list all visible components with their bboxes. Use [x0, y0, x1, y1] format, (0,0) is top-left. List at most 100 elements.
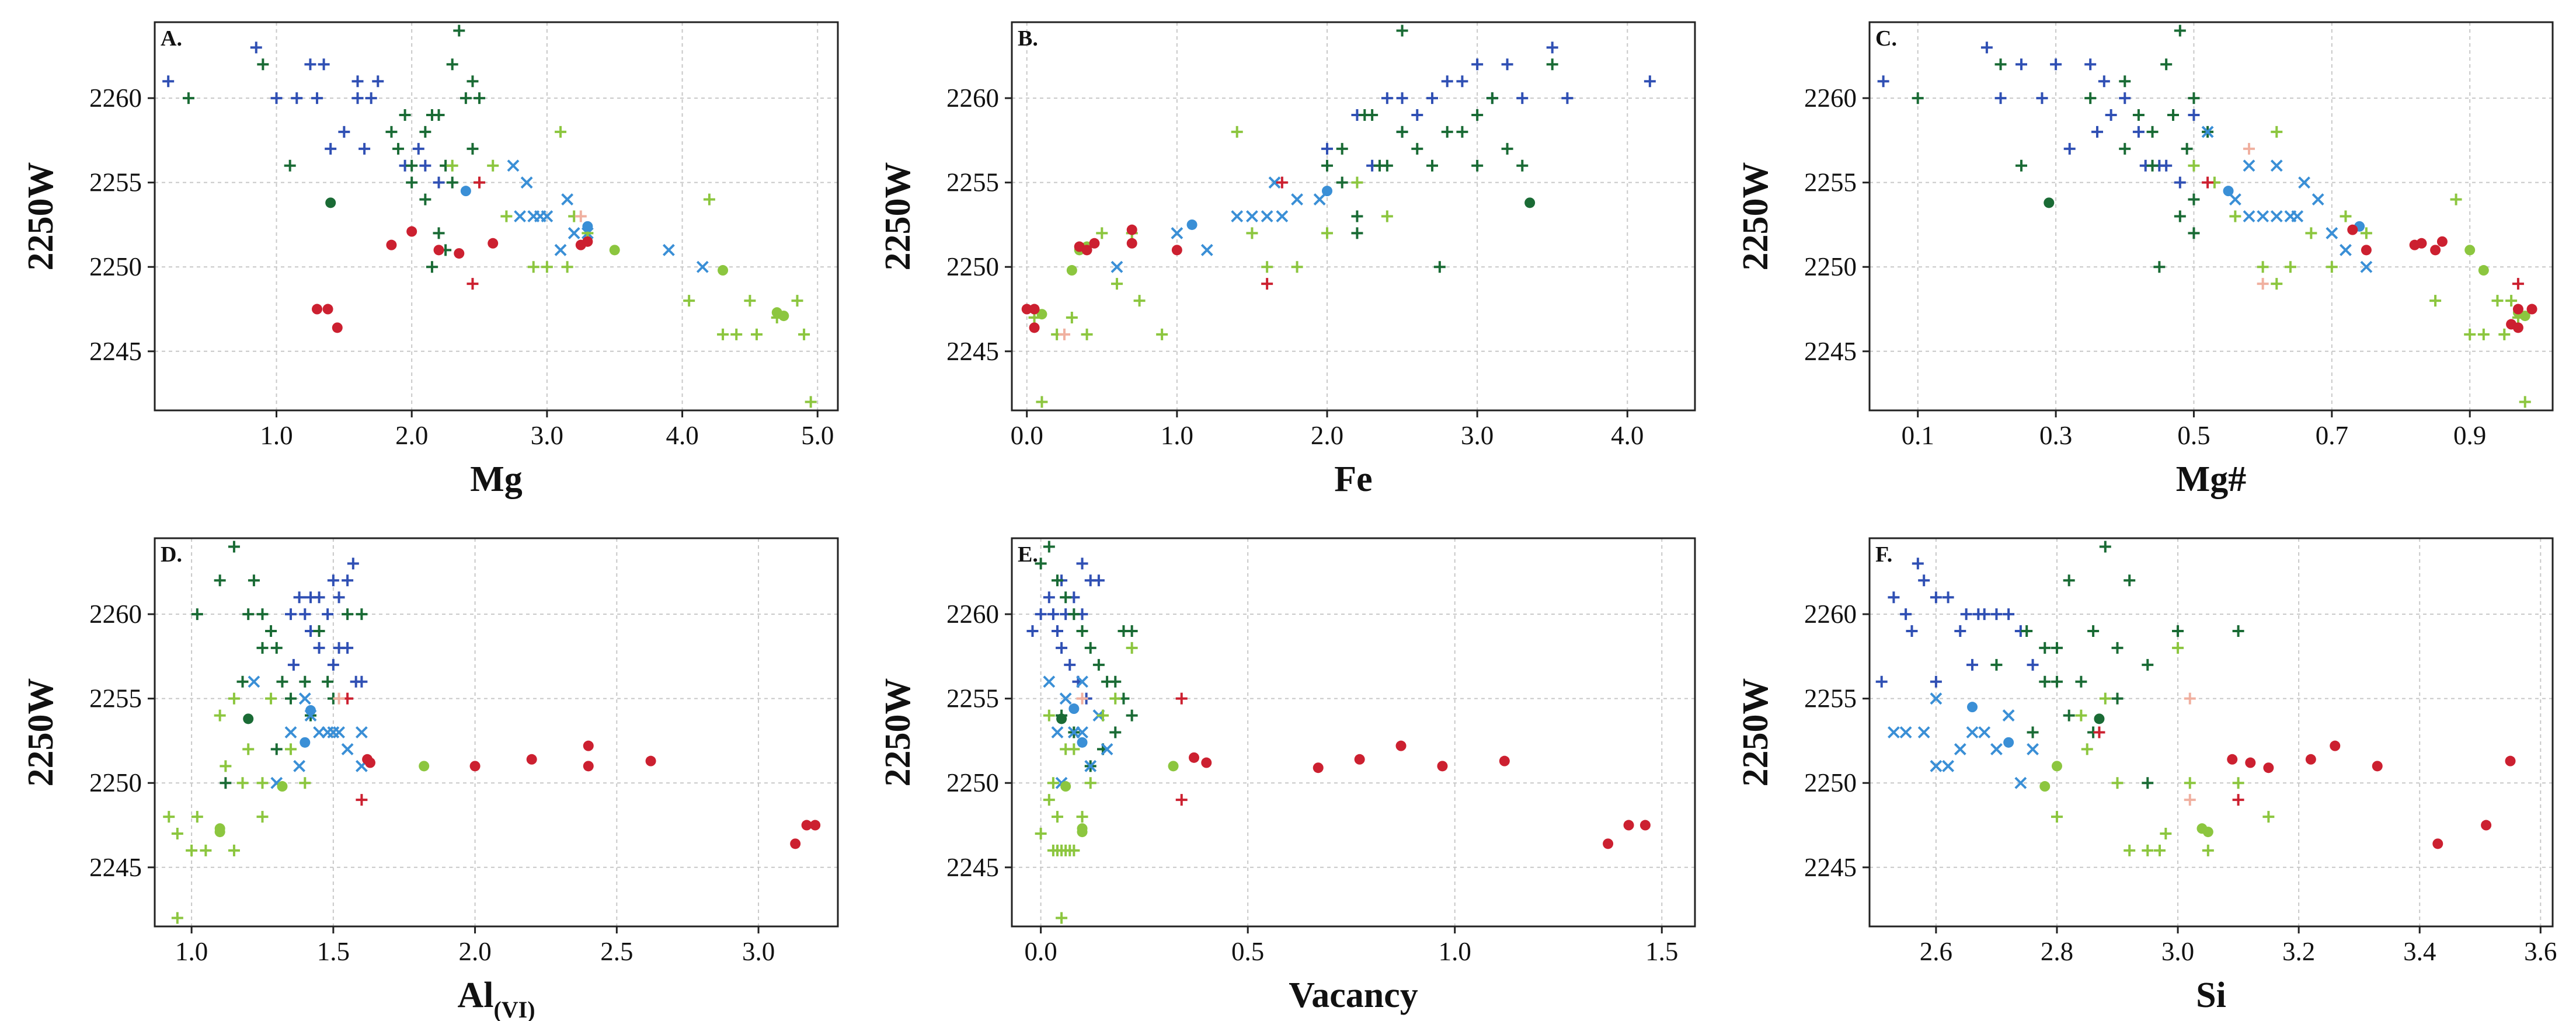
data-point-dot: [1189, 752, 1199, 763]
series-red-crosses: [2202, 176, 2524, 290]
series-light-blue-dots: [1186, 186, 1332, 230]
data-point-plus: [2111, 777, 2124, 789]
data-point-x: [561, 193, 574, 206]
x-axis-label-main: Mg#: [2176, 459, 2247, 499]
data-point-plus: [1990, 658, 2003, 671]
data-point-plus: [171, 827, 183, 839]
data-point-dot: [2003, 737, 2014, 748]
data-point-plus: [200, 844, 212, 856]
series-lime-crosses: [2188, 126, 2531, 408]
data-point-plus: [304, 58, 316, 71]
data-point-plus: [2015, 159, 2027, 172]
y-tick-label: 2260: [89, 600, 142, 629]
data-point-dot: [1029, 304, 1040, 315]
data-point-dot: [1081, 245, 1092, 256]
y-tick-label: 2245: [946, 337, 999, 366]
data-point-x: [284, 726, 297, 738]
data-point-dot: [460, 186, 471, 197]
data-point-plus: [257, 58, 269, 71]
series-lime-dots: [2039, 761, 2213, 838]
x-tick-label: 1.0: [175, 937, 208, 966]
data-point-plus: [1036, 396, 1048, 408]
data-point-plus: [2142, 777, 2154, 789]
data-point-dot: [609, 245, 620, 256]
data-point-plus: [1411, 109, 1423, 121]
data-point-plus: [1501, 142, 1513, 155]
data-point-plus: [256, 811, 269, 823]
data-point-dot: [1036, 309, 1047, 320]
data-point-plus: [327, 574, 339, 587]
x-axis-label: Mg#: [2176, 459, 2247, 499]
data-point-plus: [2450, 193, 2462, 205]
data-point-plus: [555, 126, 567, 138]
series-dark-green-crosses: [182, 25, 486, 273]
series-dark-green-crosses: [1321, 25, 1558, 273]
data-point-dot: [1313, 762, 1324, 773]
data-point-x: [1059, 692, 1072, 705]
data-point-plus: [1056, 642, 1068, 654]
data-point-plus: [2188, 92, 2200, 104]
data-point-plus: [1433, 261, 1446, 273]
data-point-plus: [2172, 642, 2184, 654]
data-point-x: [541, 210, 554, 222]
data-point-plus: [433, 109, 445, 121]
data-point-plus: [1351, 176, 1363, 189]
data-point-plus: [1133, 295, 1146, 307]
x-axis-label-main: Si: [2196, 975, 2226, 1015]
data-point-dot: [2512, 304, 2523, 315]
x-axis-label: Vacancy: [1289, 975, 1418, 1015]
data-point-plus: [2498, 328, 2511, 340]
data-point-plus: [1043, 591, 1055, 604]
data-point-x: [554, 243, 567, 256]
data-point-x: [1084, 759, 1097, 772]
data-point-plus: [798, 328, 810, 340]
x-tick-label: 3.4: [2403, 937, 2436, 966]
data-point-plus: [744, 295, 756, 307]
series-pink-crosses: [333, 692, 345, 705]
series-dark-blue-crosses: [1877, 41, 2200, 189]
data-point-x: [2229, 193, 2241, 206]
data-point-plus: [248, 574, 260, 587]
data-point-plus: [1381, 92, 1393, 104]
data-point-plus: [2188, 227, 2200, 239]
series-lime-crosses: [1028, 126, 1393, 408]
data-point-plus: [2015, 58, 2027, 71]
data-point-dot: [454, 248, 465, 259]
data-point-plus: [487, 159, 499, 172]
data-point-plus: [214, 574, 226, 587]
data-point-plus: [474, 92, 486, 104]
data-point-dot: [2227, 754, 2238, 765]
data-point-plus: [2167, 109, 2179, 121]
x-axis-label-subscript: (VI): [493, 996, 535, 1021]
series-red-dots: [1021, 224, 1182, 333]
data-point-dot: [214, 827, 225, 838]
series-light-blue-dots: [1068, 703, 1088, 748]
data-point-plus: [1954, 625, 1966, 637]
series-pink-crosses: [2243, 142, 2269, 290]
data-point-x: [1171, 226, 1183, 239]
x-tick-label: 2.5: [600, 937, 633, 966]
data-point-dot: [2416, 238, 2427, 249]
series-dark-green-dots: [243, 713, 254, 724]
data-point-dot: [1437, 761, 1448, 772]
data-point-x: [2360, 260, 2373, 273]
data-point-plus: [2084, 92, 2097, 104]
data-point-plus: [1096, 227, 1108, 239]
data-point-dot: [1077, 827, 1088, 838]
data-point-plus: [2027, 726, 2039, 738]
data-point-dot: [406, 226, 417, 237]
data-point-plus: [1321, 159, 1333, 172]
data-point-plus: [228, 692, 240, 705]
data-point-plus: [256, 642, 269, 654]
data-point-plus: [287, 658, 300, 671]
data-point-x: [2312, 193, 2324, 206]
data-point-plus: [265, 692, 277, 705]
data-point-plus: [2271, 278, 2283, 290]
data-point-dot: [2245, 757, 2256, 768]
series-red-crosses: [1175, 692, 1188, 806]
data-point-plus: [1994, 58, 2007, 71]
series-pink-crosses: [1076, 692, 1088, 705]
data-point-plus: [2142, 844, 2154, 856]
data-point-x: [1291, 193, 1303, 206]
data-point-x: [2298, 176, 2310, 189]
